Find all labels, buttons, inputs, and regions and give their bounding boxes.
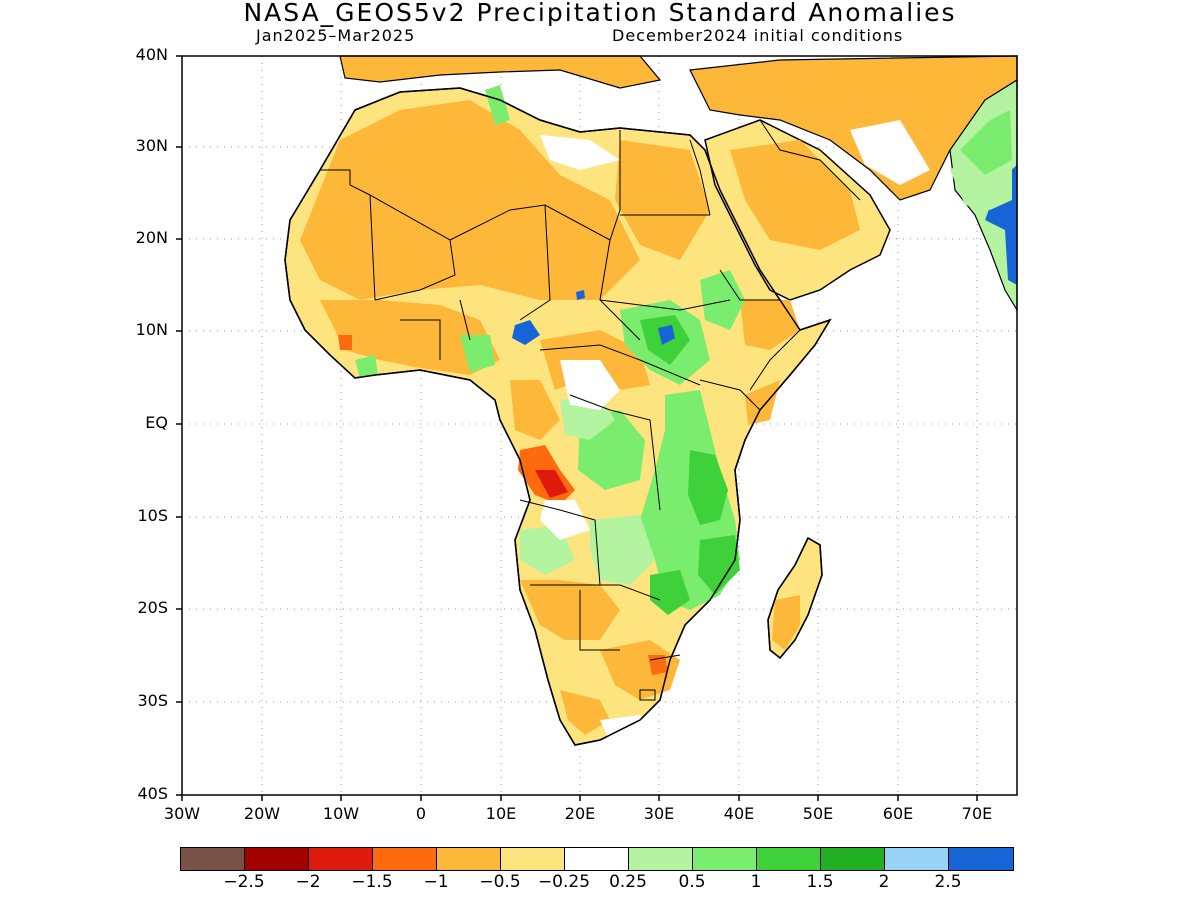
lon-label: 70E — [961, 804, 993, 823]
lat-label: 40N — [135, 45, 168, 64]
lon-label: 20W — [243, 804, 281, 823]
lon-label: 20E — [564, 804, 596, 823]
colorbar-swatch — [629, 848, 693, 870]
colorbar-tick-label: −1 — [423, 872, 449, 892]
colorbar-tick-label: −2 — [295, 872, 321, 892]
colorbar-swatch — [181, 848, 245, 870]
colorbar-tick-label: −2.5 — [223, 872, 265, 892]
lon-label: 30E — [643, 804, 675, 823]
map-frame — [181, 55, 1018, 796]
lat-label: 10N — [135, 320, 168, 339]
lat-label: 40S — [137, 784, 168, 803]
colorbar-swatch — [245, 848, 309, 870]
colorbar — [180, 847, 1014, 871]
lon-label: 10W — [322, 804, 360, 823]
lon-label: 40E — [723, 804, 755, 823]
colorbar-swatch — [437, 848, 501, 870]
country-borders — [320, 119, 861, 701]
lon-label: 10E — [485, 804, 517, 823]
colorbar-tick-label: 1.5 — [806, 872, 834, 892]
colorbar-swatch — [501, 848, 565, 870]
lon-label: 30W — [163, 804, 201, 823]
colorbar-swatch — [821, 848, 885, 870]
colorbar-tick-label: −1.5 — [351, 872, 393, 892]
colorbar-tick-label: 1 — [750, 872, 762, 892]
lat-label: 10S — [137, 506, 168, 525]
colorbar-swatch — [757, 848, 821, 870]
lat-label: 30N — [135, 136, 168, 155]
axis-ticks — [176, 55, 978, 801]
coastlines — [284, 87, 832, 746]
colorbar-swatch — [885, 848, 949, 870]
lat-label: 20S — [137, 598, 168, 617]
colorbar-swatch — [373, 848, 437, 870]
colorbar-swatch — [309, 848, 373, 870]
lat-label: 20N — [135, 228, 168, 247]
colorbar-swatch — [565, 848, 629, 870]
lon-label: 60E — [882, 804, 914, 823]
colorbar-tick-label: 2 — [878, 872, 890, 892]
colorbar-swatch — [949, 848, 1013, 870]
lat-label: EQ — [145, 413, 168, 432]
initial-conditions: December2024 initial conditions — [612, 26, 904, 45]
map-title: NASA_GEOS5v2 Precipitation Standard Anom… — [243, 0, 957, 27]
colorbar-tick-label: −0.25 — [537, 872, 591, 892]
forecast-period: Jan2025–Mar2025 — [256, 26, 416, 45]
lon-label: 50E — [802, 804, 834, 823]
colorbar-tick-label: 0.25 — [609, 872, 647, 892]
colorbar-tick-label: 2.5 — [934, 872, 962, 892]
colorbar-tick-label: 0.5 — [678, 872, 706, 892]
colorbar-swatch — [693, 848, 757, 870]
lon-label: 0 — [415, 804, 427, 823]
lat-label: 30S — [137, 691, 168, 710]
colorbar-tick-label: −0.5 — [479, 872, 521, 892]
